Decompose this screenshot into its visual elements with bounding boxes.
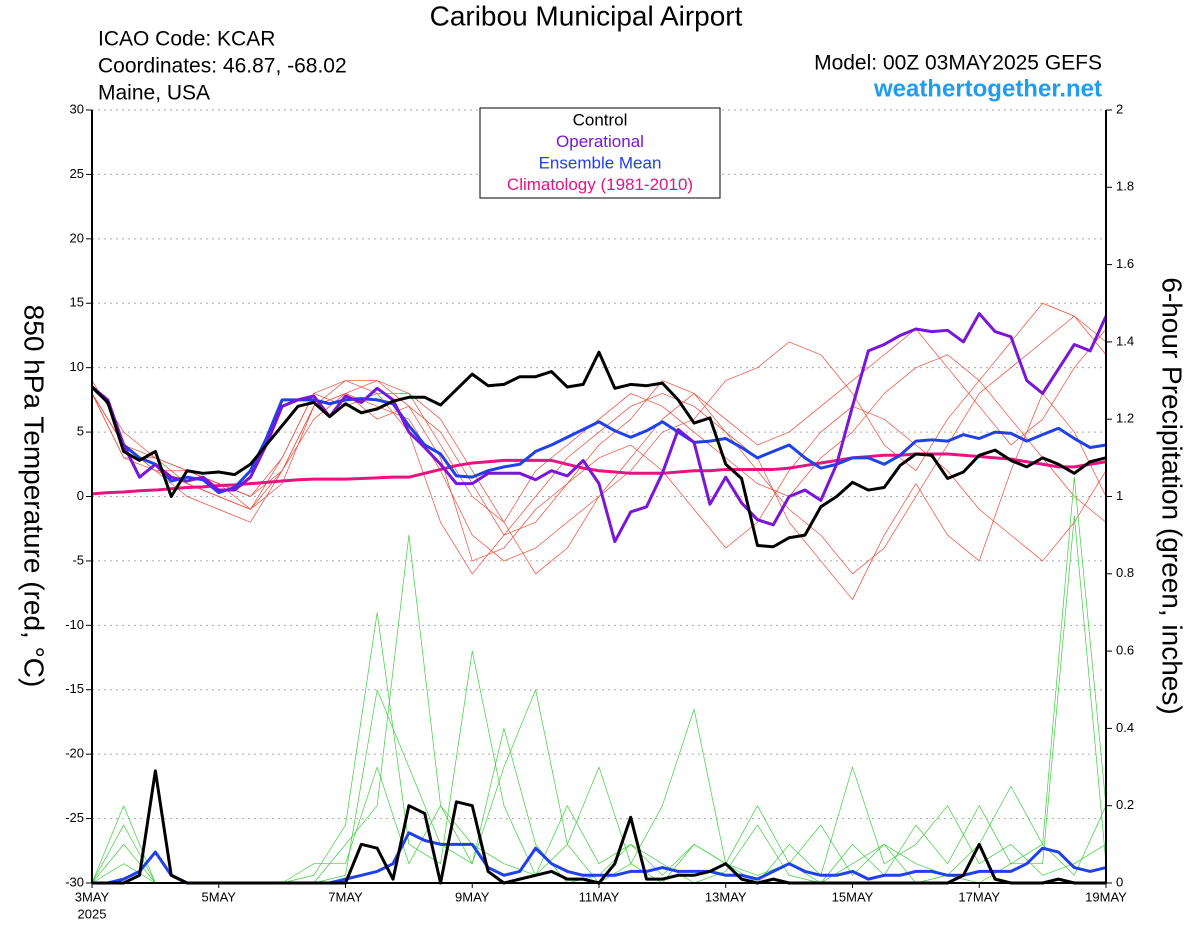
legend-entry: Control bbox=[573, 110, 628, 129]
y-tick-label: -10 bbox=[65, 617, 84, 632]
x-tick-label: 11MAY bbox=[579, 889, 620, 904]
y2-tick-label: 1.8 bbox=[1116, 179, 1134, 194]
y2-tick-label: 1.6 bbox=[1116, 256, 1134, 271]
y-tick-label: 0 bbox=[77, 488, 84, 503]
x-sublabel: 2025 bbox=[78, 906, 107, 921]
y-tick-label: 5 bbox=[77, 424, 84, 439]
x-tick-label: 3MAY bbox=[75, 889, 110, 904]
legend-entry: Climatology (1981-2010) bbox=[507, 175, 693, 194]
x-tick-label: 15MAY bbox=[832, 889, 874, 904]
series-line bbox=[91, 452, 1107, 496]
member-line bbox=[91, 328, 1107, 536]
y-tick-label: 30 bbox=[70, 101, 84, 116]
info-text: Coordinates: 46.87, -68.02 bbox=[98, 55, 347, 78]
y-axis-label: 850 hPa Temperature (red, °C) bbox=[19, 305, 50, 688]
y2-tick-label: 0.2 bbox=[1116, 797, 1134, 812]
precip-line bbox=[91, 689, 1107, 884]
y2-tick-label: 0 bbox=[1116, 874, 1123, 889]
legend-entry: Operational bbox=[556, 132, 644, 151]
legend: Control Operational Ensemble Mean Climatolo… bbox=[507, 110, 693, 194]
y2-tick-label: 0.4 bbox=[1116, 720, 1134, 735]
y-tick-label: -15 bbox=[65, 681, 84, 696]
x-tick-label: 19MAY bbox=[1085, 889, 1127, 904]
y-tick-label: 10 bbox=[70, 359, 84, 374]
x-tick-label: 5MAY bbox=[202, 889, 237, 904]
x-tick-label: 17MAY bbox=[958, 889, 1000, 904]
y-tick-label: 15 bbox=[70, 295, 84, 310]
y-tick-label: -30 bbox=[65, 874, 84, 889]
x-tick-label: 7MAY bbox=[328, 889, 363, 904]
legend-entry: Ensemble Mean bbox=[539, 153, 662, 172]
y-tick-label: 20 bbox=[70, 230, 84, 245]
y-tick-label: -20 bbox=[65, 746, 84, 761]
precip-line bbox=[91, 476, 1107, 884]
y2-tick-label: 1.2 bbox=[1116, 411, 1134, 426]
member-line bbox=[91, 302, 1107, 575]
x-tick-label: 9MAY bbox=[455, 889, 490, 904]
model-text: Model: 00Z 03MAY2025 GEFS bbox=[814, 52, 1102, 75]
y2-tick-label: 0.6 bbox=[1116, 643, 1134, 658]
series-line bbox=[90, 350, 1107, 549]
legend-box bbox=[479, 107, 721, 199]
precip-line bbox=[92, 831, 1107, 885]
y-tick-label: -25 bbox=[65, 810, 84, 825]
x-tick-label: 13MAY bbox=[705, 889, 747, 904]
info-text: Maine, USA bbox=[98, 82, 210, 105]
y2-tick-label: 1.4 bbox=[1116, 333, 1134, 348]
series-line bbox=[91, 312, 1108, 544]
precip-line bbox=[91, 515, 1107, 884]
info-text: ICAO Code: KCAR bbox=[98, 28, 275, 51]
y2-axis-label: 6-hour Precipitation (green, inches) bbox=[1157, 277, 1188, 714]
precip-line bbox=[91, 534, 1107, 884]
y2-tick-label: 0.8 bbox=[1116, 565, 1134, 580]
y2-tick-label: 2 bbox=[1116, 101, 1123, 116]
y-tick-label: -5 bbox=[72, 552, 84, 567]
plot-area: -30 -25 -20 -15 -10 -5 0 5 10 15 20 25 30 0 0.2 0.4 0.6 0… bbox=[65, 101, 1134, 904]
y-tick-label: 25 bbox=[70, 166, 84, 181]
precip-line bbox=[92, 769, 1106, 885]
site-link[interactable]: weathertogether.net bbox=[873, 75, 1102, 102]
member-line bbox=[91, 380, 1107, 600]
y2-tick-label: 1 bbox=[1116, 488, 1123, 503]
chart-title: Caribou Municipal Airport bbox=[430, 0, 743, 31]
